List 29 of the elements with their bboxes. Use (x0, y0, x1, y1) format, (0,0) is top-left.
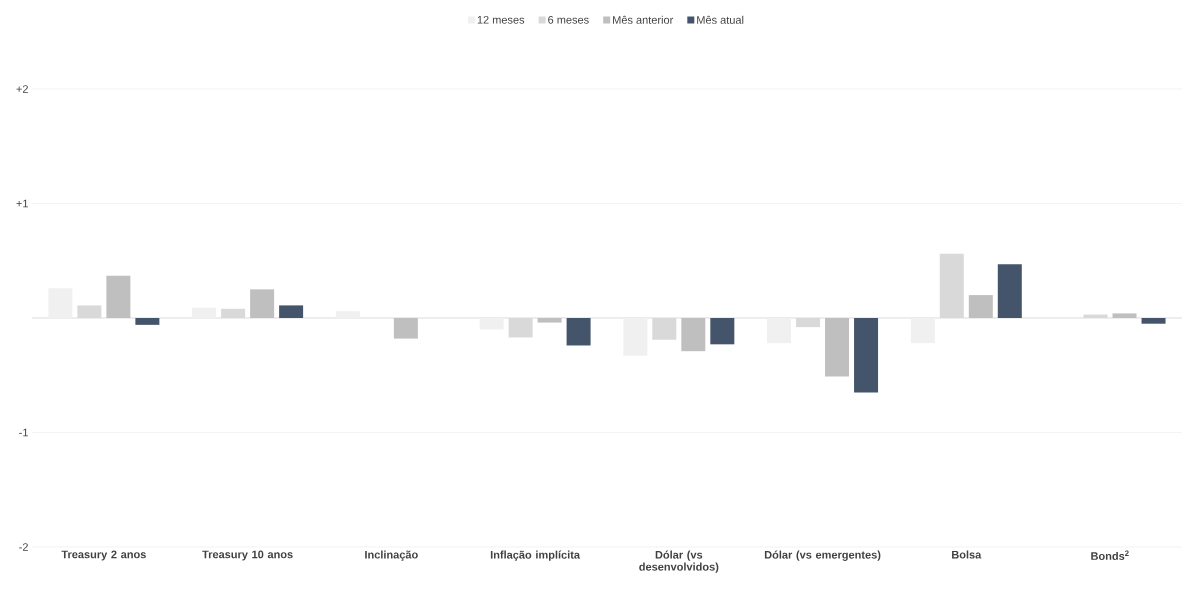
y-tick-label: +1 (16, 199, 28, 208)
bar (997, 264, 1022, 318)
x-tick-label: Dólar (vs emergentes) (764, 550, 881, 561)
bar (566, 317, 591, 346)
bar (796, 317, 821, 328)
x-tick-label: Bolsa (952, 550, 982, 559)
x-tick-label: Inflação implícita (490, 550, 581, 561)
bar (854, 317, 879, 393)
x-tick-label: Treasury 10 anos (202, 550, 293, 561)
bar (1141, 317, 1166, 324)
bar (652, 317, 677, 340)
legend-label: 12 meses (477, 15, 525, 24)
bar (77, 305, 102, 318)
bar (939, 253, 964, 318)
x-tick-label: Dólar (vs desenvolvidos) (639, 550, 719, 573)
bar (279, 305, 304, 318)
y-tick-label: -1 (19, 428, 28, 437)
x-tick-label: Bonds$^{2}$ (1091, 550, 1129, 560)
bar (221, 308, 246, 318)
y-tick-label: +2 (16, 85, 28, 93)
legend-label: Mês anterior (613, 15, 674, 24)
legend-label: Mês atual (697, 15, 744, 24)
bar (135, 317, 160, 325)
x-tick-label: Treasury 2 anos (61, 550, 146, 561)
legend-label: 6 meses (548, 15, 589, 24)
y-tick-label: -2 (19, 543, 28, 551)
bar (508, 317, 533, 338)
bar (710, 317, 735, 345)
x-tick-label: Inclinação (365, 550, 418, 561)
